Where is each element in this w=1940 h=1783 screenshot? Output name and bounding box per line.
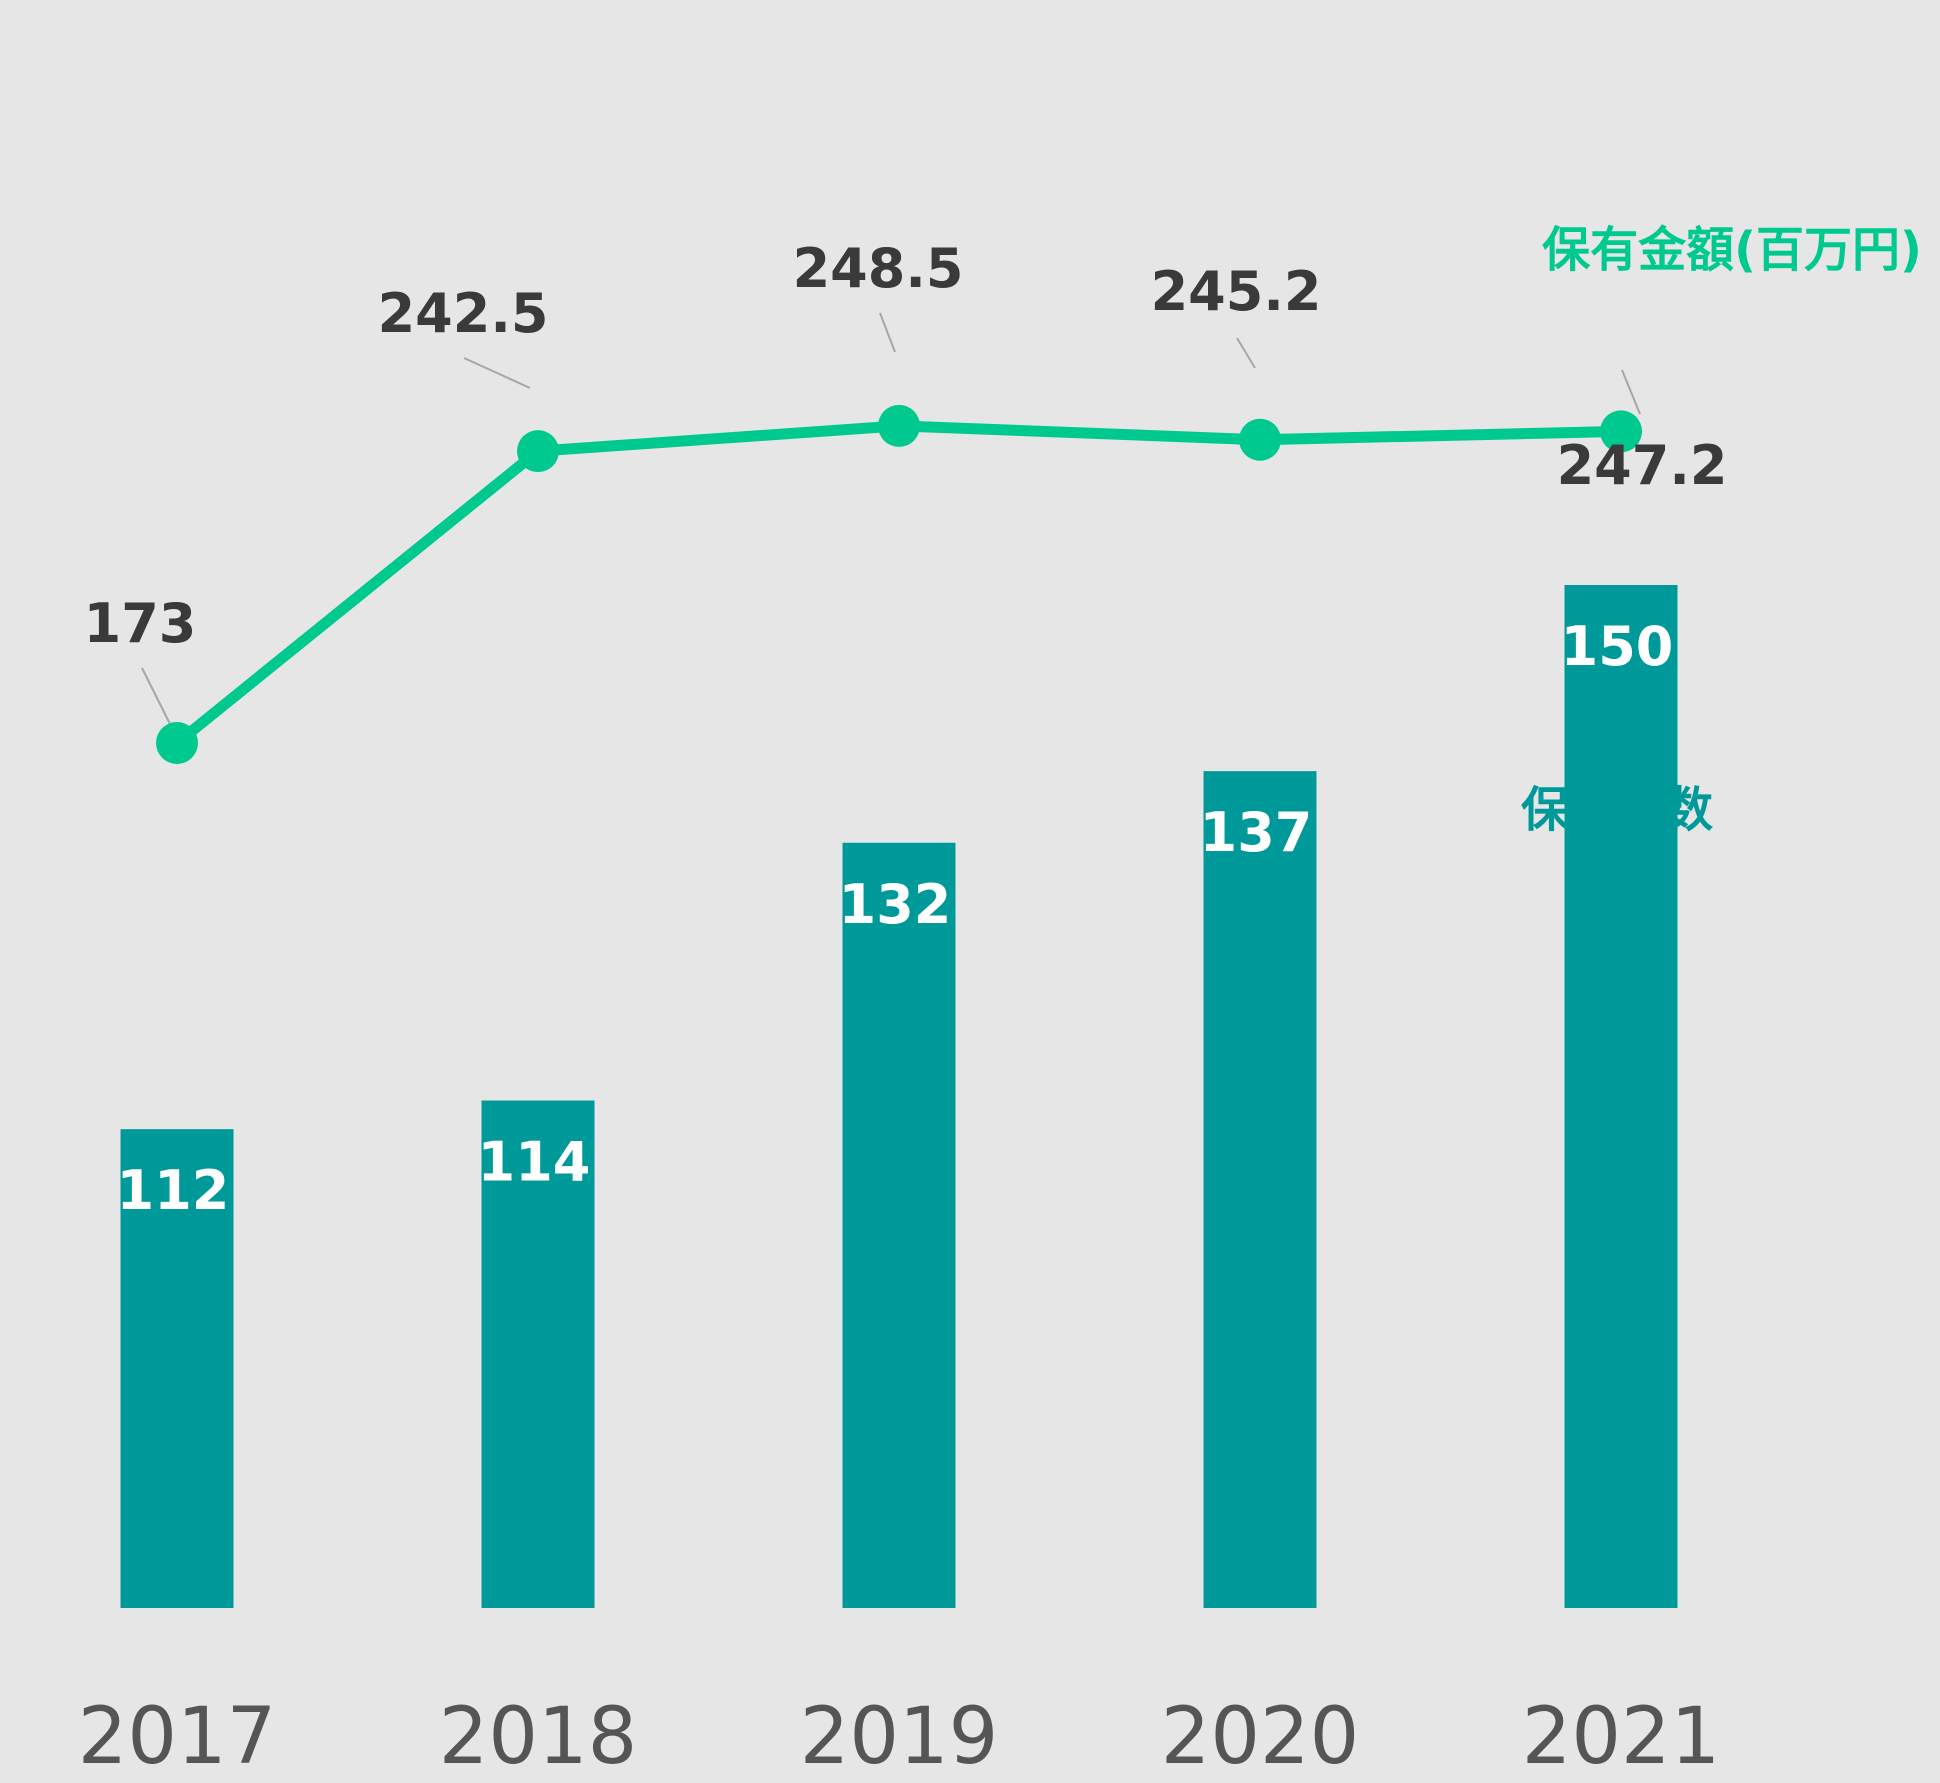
leader-lines-layer (141, 312, 1641, 737)
x-tick-label: 2019 (800, 1692, 999, 1782)
bar-2018 (481, 1100, 595, 1608)
leader-line (1621, 369, 1641, 415)
x-tick-label: 2017 (78, 1692, 277, 1782)
bar-value-label: 150 (1561, 615, 1674, 678)
leader-line (879, 312, 896, 353)
bar-value-label: 132 (839, 873, 952, 936)
bar-series-title: 保有件数 (1521, 782, 1713, 838)
line-point-2018 (517, 430, 559, 473)
line-value-label: 242.5 (378, 282, 549, 345)
leader-line (463, 357, 531, 389)
bar-2020 (1203, 771, 1317, 1608)
bar-value-label: 114 (478, 1131, 591, 1194)
bars-layer (120, 585, 1678, 1608)
leader-line (1236, 337, 1256, 369)
line-layer (156, 404, 1642, 764)
line-point-2021 (1600, 410, 1642, 453)
bar-2017 (120, 1129, 234, 1608)
line-series-title: 保有金額(百万円) (1542, 222, 1922, 278)
x-tick-label: 2018 (439, 1692, 638, 1782)
labels-layer: 112 114 132 137 150 173 242.5 248.5 245.2 247.2 20… (78, 237, 1728, 1782)
line-value-label: 247.2 (1557, 434, 1728, 497)
bar-value-label: 137 (1200, 801, 1313, 864)
bar-value-label: 112 (117, 1159, 230, 1222)
line-path (171, 420, 1627, 749)
line-point-2019 (878, 404, 920, 447)
line-point-2017 (156, 722, 198, 764)
line-value-label: 248.5 (793, 237, 964, 300)
line-value-label: 173 (84, 592, 197, 655)
bar-2021 (1564, 585, 1678, 1608)
x-tick-label: 2020 (1161, 1692, 1360, 1782)
line-value-label: 245.2 (1151, 260, 1322, 323)
line-point-2020 (1239, 418, 1281, 461)
bar-2019 (842, 842, 956, 1608)
x-tick-label: 2021 (1522, 1692, 1721, 1782)
